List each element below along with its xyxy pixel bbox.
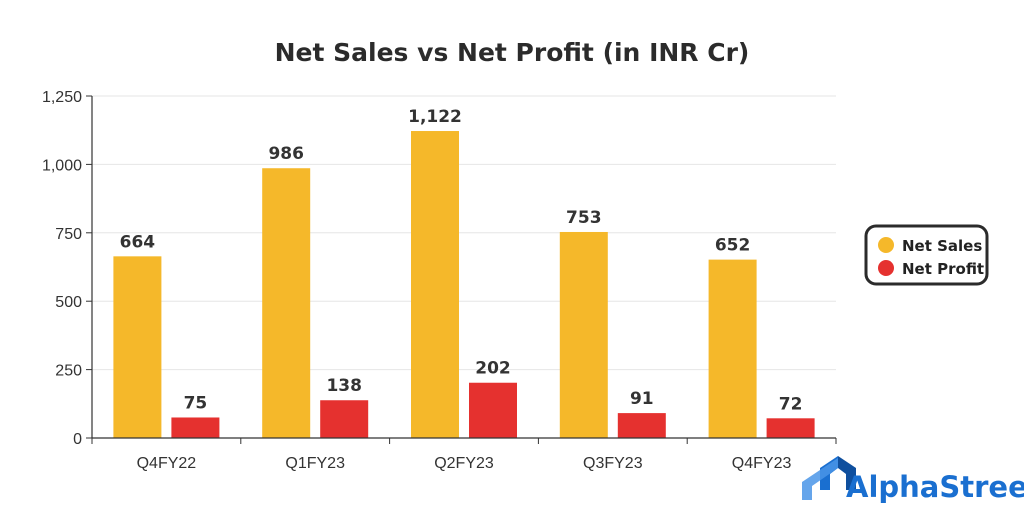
bars [113, 131, 815, 438]
y-tick-label: 0 [73, 431, 82, 448]
bar-net-profit [171, 417, 220, 438]
y-tick-label: 1,250 [42, 89, 82, 106]
bar-net-sales [411, 131, 459, 438]
x-tick-label: Q4FY22 [137, 455, 197, 472]
y-tick-label: 500 [55, 294, 82, 311]
x-tick-label: Q1FY23 [285, 455, 345, 472]
x-tick-label: Q2FY23 [434, 455, 494, 472]
bar-net-profit [320, 400, 369, 438]
bar-net-sales [113, 256, 162, 438]
data-label-net-sales: 986 [268, 144, 304, 164]
legend-swatch-net-sales [878, 237, 894, 253]
legend: Net Sales Net Profit [864, 224, 989, 286]
x-tick-label: Q4FY23 [732, 455, 792, 472]
legend-label-net-profit: Net Profit [902, 260, 984, 278]
legend-swatch-net-profit [878, 260, 894, 276]
bar-net-sales [708, 259, 757, 438]
y-tick-label: 250 [55, 363, 82, 380]
y-tick-label: 750 [55, 226, 82, 243]
data-label-net-profit: 72 [779, 394, 803, 414]
x-tick-label: Q3FY23 [583, 455, 643, 472]
bar-net-profit [766, 418, 815, 438]
data-label-net-sales: 753 [566, 208, 602, 228]
y-tick-label: 1,000 [42, 157, 82, 174]
data-labels: 664 75 986 138 1,122 202 753 91 652 72 [120, 107, 803, 414]
brand-logo: AlphaStreet [802, 456, 1024, 504]
legend-label-net-sales: Net Sales [902, 237, 982, 255]
axes: 0 250 500 750 1,000 1,250 Q4FY22 Q1FY23 Q2FY23 Q3… [42, 89, 837, 472]
bar-net-profit [469, 382, 517, 438]
data-label-net-profit: 202 [475, 359, 511, 379]
chart-title: Net Sales vs Net Profit (in INR Cr) [275, 38, 750, 67]
data-label-net-sales: 664 [120, 232, 156, 252]
data-label-net-profit: 75 [184, 393, 208, 413]
data-label-net-sales: 652 [715, 236, 751, 256]
data-label-net-profit: 138 [326, 376, 362, 396]
data-label-net-profit: 91 [630, 389, 654, 409]
legend-box [864, 224, 989, 286]
brand-name: AlphaStreet [846, 470, 1024, 504]
bar-net-profit [617, 413, 666, 438]
data-label-net-sales: 1,122 [408, 107, 462, 127]
bar-net-sales [262, 168, 311, 438]
bar-net-sales [559, 231, 608, 438]
alphastreet-logo-icon [802, 456, 856, 500]
